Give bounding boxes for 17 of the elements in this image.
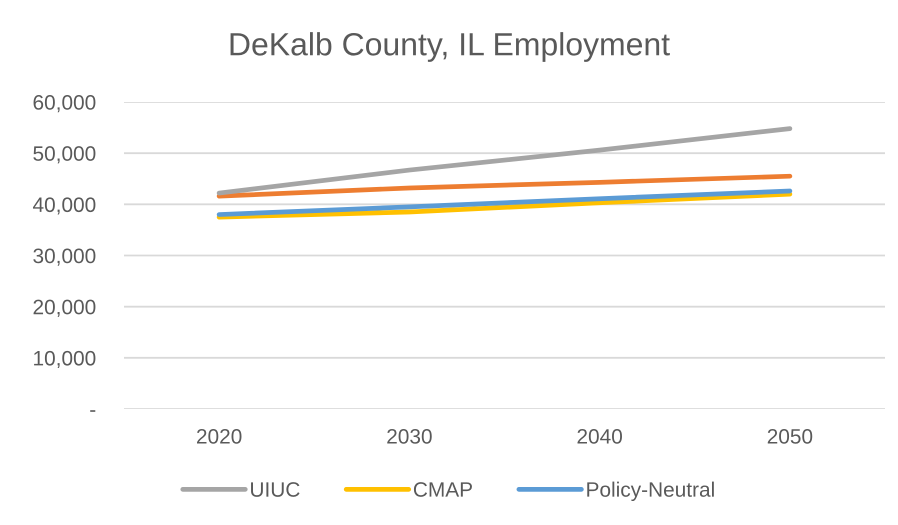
y-tick-label: - [90, 410, 96, 412]
line-series [216, 126, 792, 196]
y-tick-label: 10,000 [34, 350, 96, 368]
y-tick-label: 60,000 [34, 95, 96, 112]
x-tick-label: 2050 [768, 428, 812, 444]
y-tick-label: 40,000 [32, 197, 96, 215]
legend-label: CMAP [414, 482, 472, 497]
y-tick-label: 30,000 [33, 248, 96, 266]
x-tick-label: 2020 [197, 428, 242, 444]
y-tick-label: 50,000 [33, 146, 96, 164]
legend-label: Policy-Neutral [587, 482, 714, 501]
x-tick-label: 2030 [387, 428, 432, 444]
chart-title: DeKalb County, IL Employment [230, 32, 670, 62]
x-tick-label: 2040 [578, 428, 622, 444]
y-tick-label: 20,000 [34, 300, 96, 317]
line-series [216, 174, 792, 199]
legend-label: UIUC [251, 482, 300, 497]
